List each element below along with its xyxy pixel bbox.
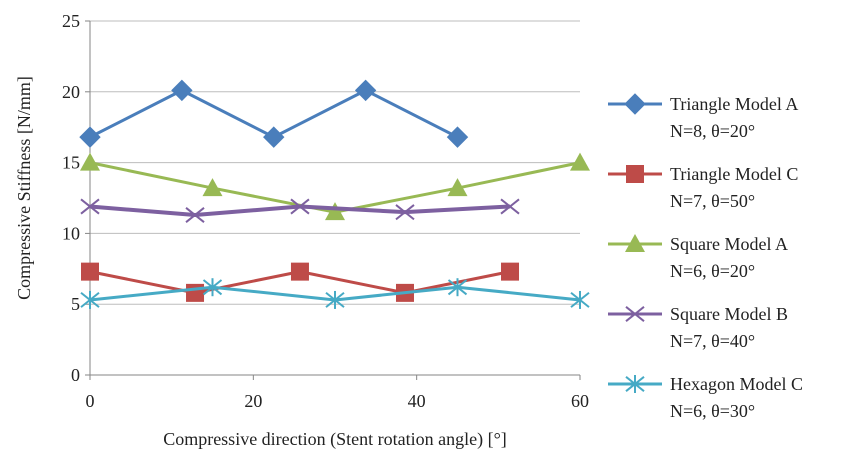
legend-label: Triangle Model C: [670, 164, 798, 184]
data-point-triangle: [80, 152, 100, 171]
legend-item-4: Hexagon Model C N=6, θ=30°: [608, 374, 803, 421]
x-axis-label: Compressive direction (Stent rotation an…: [163, 429, 507, 450]
data-point-diamond: [171, 79, 193, 102]
series-0: [79, 79, 469, 148]
legend-label-detail: N=6, θ=20°: [670, 261, 755, 281]
x-tick-label: 60: [571, 391, 589, 411]
x-tick-label: 0: [86, 391, 95, 411]
data-point-triangle: [202, 178, 223, 197]
data-point-square: [626, 165, 644, 183]
data-point-square: [186, 283, 205, 302]
data-point-diamond: [446, 126, 469, 148]
data-point-x: [395, 204, 415, 221]
data-point-triangle: [625, 234, 645, 252]
data-point-x-stroke: [625, 306, 645, 322]
data-point-x-stroke: [185, 207, 205, 223]
data-point-x: [80, 198, 100, 215]
data-point-x: [290, 198, 310, 215]
data-point-square: [290, 262, 309, 281]
y-tick-label: 5: [71, 294, 80, 314]
series-2: [80, 152, 590, 221]
legend-label: Square Model B: [670, 304, 788, 324]
legend-label: Triangle Model A: [670, 94, 798, 114]
y-axis-label: Compressive Stiffness [N/mm]: [14, 76, 34, 300]
y-tick-label: 20: [62, 82, 80, 102]
data-point-diamond: [624, 93, 646, 115]
x-tick-label: 40: [408, 391, 426, 411]
data-point-x: [185, 207, 205, 223]
x-tick-label: 20: [244, 391, 262, 411]
data-point-asterisk: [447, 278, 468, 297]
legend-label-detail: N=8, θ=20°: [670, 121, 755, 141]
legend-label: Square Model A: [670, 234, 788, 254]
legend: Triangle Model AN=8, θ=20°Triangle Model…: [608, 93, 803, 421]
legend-item-3: Square Model B N=7, θ=40°: [608, 304, 788, 351]
data-point-square: [81, 262, 99, 281]
data-point-diamond: [79, 126, 101, 148]
data-point-asterisk: [625, 375, 645, 393]
data-point-square: [501, 262, 520, 281]
legend-item-2: Square Model A N=6, θ=20°: [608, 234, 788, 281]
data-point-asterisk: [325, 290, 345, 309]
legend-item-0: Triangle Model A N=8, θ=20°: [608, 93, 798, 141]
data-point-diamond: [263, 126, 285, 148]
data-point-triangle: [447, 178, 468, 197]
data-point-x-stroke: [500, 198, 520, 215]
data-point-x-stroke: [395, 204, 415, 221]
gridlines: [90, 20, 580, 305]
y-tick-label: 10: [62, 223, 80, 243]
data-point-x: [625, 306, 645, 322]
y-tick-label: 25: [62, 11, 80, 31]
series-1: [81, 262, 520, 302]
legend-label-detail: N=7, θ=40°: [670, 331, 755, 351]
legend-item-1: Triangle Model C N=7, θ=50°: [608, 164, 798, 211]
series-4: [80, 278, 590, 309]
series-3: [80, 198, 520, 223]
legend-label-detail: N=7, θ=50°: [670, 191, 755, 211]
data-point-x-stroke: [80, 198, 100, 215]
series-layer: [79, 79, 590, 309]
data-point-asterisk: [570, 290, 590, 309]
data-point-asterisk: [202, 278, 223, 297]
y-tick-label: 0: [71, 365, 80, 385]
axes: 0 5 10 15 20 25 0 20 40 60: [62, 11, 589, 411]
legend-label: Hexagon Model C: [670, 374, 803, 394]
data-point-triangle: [570, 152, 590, 171]
legend-label-detail: N=6, θ=30°: [670, 401, 755, 421]
data-point-x: [500, 198, 520, 215]
data-point-diamond: [354, 79, 377, 102]
data-point-triangle: [325, 202, 345, 221]
y-tick-label: 15: [62, 153, 80, 173]
data-point-x-stroke: [290, 198, 310, 215]
data-point-asterisk: [80, 290, 100, 309]
